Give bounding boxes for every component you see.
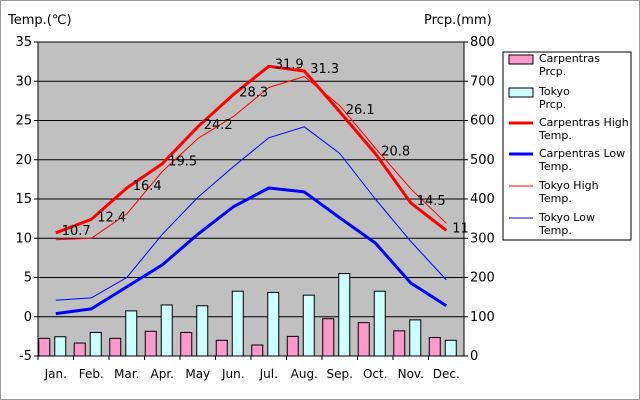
data-label: 10.7	[62, 224, 91, 239]
data-label: 24.2	[204, 118, 233, 133]
left-tick-label: 10	[15, 231, 32, 246]
carpentras-prcp-bar	[73, 342, 86, 357]
right-tick-label: 300	[470, 231, 495, 246]
data-label-layer: 10.7 12.4 16.4 19.5 24.2 28.3 31.9 31.3 26.1 20.8…	[62, 57, 469, 238]
carpentras-prcp-bar	[251, 344, 264, 357]
x-tick-label: Mar.	[114, 367, 139, 381]
left-tick-label: 30	[15, 74, 32, 89]
carpentras-low-temp-line	[55, 186, 448, 316]
tokyo-prcp-bar	[231, 290, 244, 357]
carpentras-prcp-bar	[215, 339, 228, 357]
data-label: 11	[452, 221, 469, 236]
tokyo-prcp-bar	[409, 319, 422, 357]
x-tick-label: May	[185, 367, 210, 381]
data-label: 12.4	[97, 210, 126, 225]
tokyo-low-temp-line	[55, 126, 447, 301]
data-label: 31.3	[310, 62, 339, 77]
x-tick-label: Dec.	[433, 367, 460, 381]
right-tick-label: 600	[470, 114, 495, 129]
right-tick-label: 100	[470, 310, 495, 325]
carpentras-prcp-bar	[286, 335, 299, 357]
right-tick-label: 500	[470, 153, 495, 168]
right-tick-label: 0	[470, 349, 478, 364]
right-tick-label: 800	[470, 35, 495, 50]
carpentras-prcp-bar	[109, 337, 122, 357]
tokyo-prcp-bar	[89, 331, 102, 357]
legend-label: Tokyo Prcp.	[538, 85, 570, 111]
left-axis-title: Temp.(℃)	[7, 13, 72, 28]
x-tick-label: Jun.	[221, 367, 245, 381]
tokyo-prcp-bar	[444, 339, 457, 357]
x-tick-label: Apr.	[151, 367, 174, 381]
tokyo-prcp-bar	[196, 305, 209, 357]
tokyo-high-temp-line	[55, 76, 447, 241]
legend-swatch	[508, 87, 534, 98]
legend-label: Carpentras High Temp.	[538, 116, 629, 142]
data-label: 20.8	[381, 144, 410, 159]
left-tick-label: 0	[24, 310, 32, 325]
carpentras-prcp-bar	[393, 330, 406, 357]
x-axis: Jan. Feb. Mar. Apr. May Jun. Jul. Aug. Sep. Oct. N…	[37, 356, 460, 381]
data-label: 28.3	[239, 86, 268, 101]
x-tick-label: Nov.	[398, 367, 424, 381]
carpentras-prcp-bar	[144, 330, 157, 357]
carpentras-prcp-bar	[322, 318, 335, 357]
right-axis: 800 700 600 500 400 300 200 100 0	[464, 35, 495, 364]
data-label: 26.1	[346, 103, 375, 118]
left-axis: 35 30 25 20 15 10 5 0 -5	[15, 35, 38, 364]
left-tick-label: 15	[15, 192, 32, 207]
tokyo-prcp-bar	[160, 304, 173, 357]
legend-label: Carpentras Low Temp.	[538, 147, 625, 173]
legend: Carpentras Prcp. Tokyo Prcp. Carpentras High…	[502, 51, 632, 241]
legend-box	[502, 51, 632, 241]
tokyo-prcp-bar	[338, 273, 351, 357]
data-label: 16.4	[133, 179, 162, 194]
legend-label: Carpentras Prcp.	[539, 52, 600, 78]
data-label: 14.5	[417, 194, 446, 209]
left-tick-label: -5	[19, 349, 32, 364]
x-tick-label: Sep.	[327, 367, 353, 381]
carpentras-prcp-bar	[357, 322, 370, 357]
left-tick-label: 25	[15, 114, 32, 129]
line-layer	[55, 64, 448, 316]
x-tick-label: Feb.	[79, 367, 104, 381]
left-tick-label: 20	[15, 153, 32, 168]
right-tick-label: 700	[470, 74, 495, 89]
carpentras-prcp-bar	[428, 337, 441, 357]
left-tick-label: 5	[24, 271, 32, 286]
tokyo-prcp-bar	[373, 290, 386, 357]
legend-swatch	[508, 54, 534, 65]
tokyo-prcp-bar	[302, 294, 315, 357]
x-tick-label: Jul.	[259, 367, 278, 381]
carpentras-prcp-bar	[38, 337, 51, 357]
legend-label: Tokyo Low Temp.	[538, 211, 595, 237]
data-label: 19.5	[168, 155, 197, 170]
tokyo-prcp-bar	[54, 336, 67, 357]
x-tick-label: Oct.	[363, 367, 388, 381]
bar-layer	[38, 273, 457, 357]
carpentras-high-temp-line	[55, 64, 448, 235]
right-tick-label: 200	[470, 271, 495, 286]
left-tick-label: 35	[15, 35, 32, 50]
right-tick-label: 400	[470, 192, 495, 207]
legend-label: Tokyo High Temp.	[538, 179, 599, 205]
tokyo-prcp-bar	[267, 291, 280, 357]
data-label: 31.9	[275, 57, 304, 72]
right-axis-title: Prcp.(mm)	[424, 13, 492, 28]
tokyo-prcp-bar	[125, 310, 138, 357]
x-tick-label: Jan.	[44, 367, 67, 381]
carpentras-prcp-bar	[180, 331, 193, 357]
x-tick-label: Aug.	[291, 367, 318, 381]
